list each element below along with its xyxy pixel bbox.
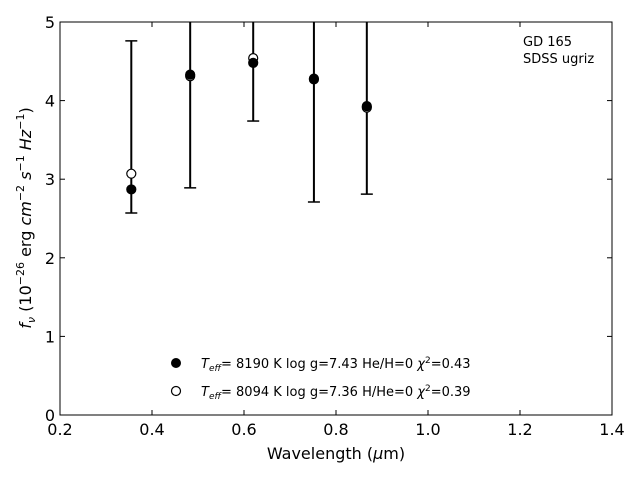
point-filled [361, 101, 372, 112]
x-tick-label: 0.4 [139, 420, 164, 439]
data-points [126, 53, 372, 195]
y-axis: 0 1 2 3 4 5 [45, 13, 612, 425]
y-tick-label: 3 [45, 170, 55, 189]
point-filled [185, 69, 196, 80]
point-filled [126, 184, 137, 195]
x-tick-label: 1.0 [415, 420, 440, 439]
x-tick-label: 0.2 [47, 420, 72, 439]
point-filled [248, 57, 259, 68]
point-open [126, 168, 137, 179]
legend-marker-open [170, 385, 182, 397]
y-tick-label: 1 [45, 327, 55, 346]
legend: Teff= 8190 K log g=7.43 He/H=0 χ2=0.43 T… [170, 356, 471, 402]
annotation-filter-set: SDSS ugriz [523, 52, 594, 67]
point-filled [308, 73, 320, 84]
y-tick-label: 5 [45, 13, 55, 32]
annotation-star-name: GD 165 [523, 35, 572, 50]
x-tick-label: 1.4 [599, 420, 624, 439]
legend-entry-1: Teff= 8190 K log g=7.43 He/H=0 χ2=0.43 [201, 356, 471, 374]
y-axis-label: fν (10−26 erg cm−2 s−1 Hz−1) [14, 107, 38, 328]
x-tick-label: 0.6 [231, 420, 256, 439]
x-tick-label: 0.8 [323, 420, 348, 439]
x-axis-label: Wavelength (μm) [267, 444, 405, 463]
error-bars [125, 22, 373, 214]
x-tick-label: 1.2 [507, 420, 532, 439]
legend-marker-filled [171, 358, 181, 368]
y-tick-label: 2 [45, 249, 55, 268]
legend-entry-2: Teff= 8094 K log g=7.36 H/He=0 χ2=0.39 [201, 384, 471, 402]
y-tick-label: 0 [45, 406, 55, 425]
y-tick-label: 4 [45, 92, 55, 111]
x-axis: 0.2 0.4 0.6 0.8 1.0 1.2 1.4 [47, 22, 625, 439]
